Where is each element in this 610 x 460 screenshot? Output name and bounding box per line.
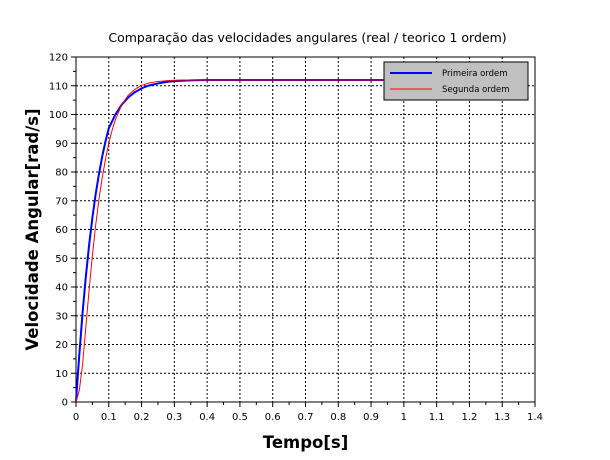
grid-lines — [76, 57, 535, 402]
x-tick-label: 0.8 — [330, 412, 346, 423]
y-tick-label: 90 — [55, 139, 68, 150]
x-axis-tick-labels: 0 0.1 0.2 0.3 0.4 0.5 0.6 0.7 0.8 0.9 1 1.1 1.2 1.3 1.… — [73, 412, 543, 423]
axis-ticks — [71, 56, 536, 407]
chart-legend: Primeira ordem Segunda ordem — [383, 61, 529, 101]
legend-label-segunda-ordem: Segunda ordem — [442, 85, 510, 95]
x-tick-label: 0.5 — [232, 412, 248, 423]
y-tick-label: 80 — [55, 168, 68, 179]
y-tick-label: 100 — [49, 110, 68, 121]
x-tick-label: 1.2 — [461, 412, 477, 423]
legend-box — [383, 61, 529, 101]
y-tick-label: 30 — [55, 311, 68, 322]
y-tick-label: 0 — [62, 398, 68, 409]
x-tick-label: 1.3 — [494, 412, 510, 423]
y-tick-label: 120 — [49, 53, 68, 64]
x-tick-label: 0.4 — [199, 412, 215, 423]
x-axis-title: Tempo[s] — [263, 433, 349, 452]
y-axis-title: Velocidade Angular[rad/s] — [23, 108, 42, 350]
series-segunda-ordem — [75, 79, 404, 403]
x-tick-label: 0.3 — [166, 412, 182, 423]
x-tick-label: 1 — [401, 412, 407, 423]
x-tick-label: 1.1 — [429, 412, 445, 423]
x-tick-label: 0.2 — [134, 412, 150, 423]
x-tick-label: 0.1 — [101, 412, 117, 423]
y-tick-label: 70 — [55, 196, 68, 207]
x-tick-label: 0.7 — [298, 412, 314, 423]
data-series — [75, 79, 404, 403]
series-line — [75, 79, 404, 403]
y-tick-label: 20 — [55, 340, 68, 351]
y-tick-label: 40 — [55, 283, 68, 294]
y-tick-label: 110 — [49, 81, 68, 92]
y-tick-label: 60 — [55, 225, 68, 236]
x-tick-label: 0.6 — [265, 412, 281, 423]
y-tick-label: 10 — [55, 369, 68, 380]
legend-label-primeira-ordem: Primeira ordem — [442, 69, 508, 79]
y-axis-tick-labels: 0 10 20 30 40 50 60 70 80 90 100 110 120 — [49, 53, 68, 409]
y-tick-label: 50 — [55, 254, 68, 265]
x-tick-label: 0 — [73, 412, 79, 423]
x-tick-label: 0.9 — [363, 412, 379, 423]
chart-title: Comparação das velocidades angulares (re… — [108, 30, 506, 45]
x-tick-label: 1.4 — [527, 412, 543, 423]
